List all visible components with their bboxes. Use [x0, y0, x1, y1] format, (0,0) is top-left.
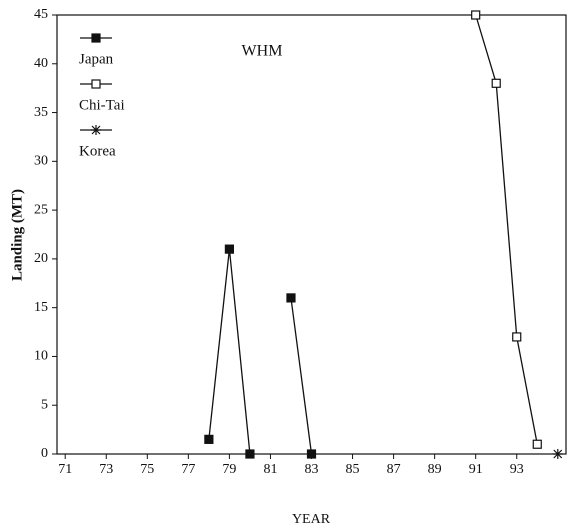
- x-tick-label: 73: [99, 462, 113, 477]
- marker: [471, 10, 481, 20]
- y-tick-label: 30: [34, 154, 48, 169]
- marker: [552, 449, 563, 459]
- marker: [512, 332, 522, 342]
- x-tick-label: 81: [263, 462, 277, 477]
- legend-marker: [91, 33, 101, 43]
- marker: [491, 78, 501, 88]
- y-tick-label: 45: [34, 7, 48, 22]
- series-line: [475, 14, 538, 445]
- x-tick-label: 75: [140, 462, 154, 477]
- y-tick-label: 35: [34, 105, 48, 120]
- y-axis-label: Landing (MT): [9, 189, 25, 281]
- marker: [245, 449, 255, 459]
- y-tick-label: 0: [41, 446, 48, 461]
- x-tick-label: 77: [181, 462, 195, 477]
- legend-label: Korea: [79, 143, 116, 159]
- legend-label: Japan: [79, 51, 114, 67]
- legend-label: Chi-Tai: [79, 97, 125, 113]
- marker: [306, 449, 317, 459]
- y-tick-label: 15: [34, 300, 48, 315]
- x-tick-label: 85: [346, 462, 360, 477]
- x-tick-label: 79: [222, 462, 236, 477]
- y-tick-label: 5: [41, 397, 48, 412]
- y-tick-label: 10: [34, 349, 48, 364]
- y-tick-label: 25: [34, 202, 48, 217]
- x-tick-label: 89: [428, 462, 442, 477]
- y-tick-label: 40: [34, 56, 48, 71]
- marker: [224, 244, 235, 254]
- marker: [204, 434, 214, 444]
- series-line: [208, 249, 313, 455]
- chart-title: WHM: [242, 43, 283, 60]
- legend-marker: [91, 79, 101, 89]
- plot-frame: [56, 14, 567, 455]
- x-tick-label: 93: [510, 462, 524, 477]
- y-tick-label: 20: [34, 251, 48, 266]
- x-tick-label: 91: [469, 462, 483, 477]
- marker: [286, 293, 296, 303]
- x-tick-label: 83: [305, 462, 319, 477]
- marker: [532, 439, 542, 449]
- x-tick-label: 87: [387, 462, 401, 477]
- x-axis-label: YEAR: [292, 512, 331, 527]
- legend-marker: [91, 125, 101, 135]
- x-tick-label: 71: [58, 462, 72, 477]
